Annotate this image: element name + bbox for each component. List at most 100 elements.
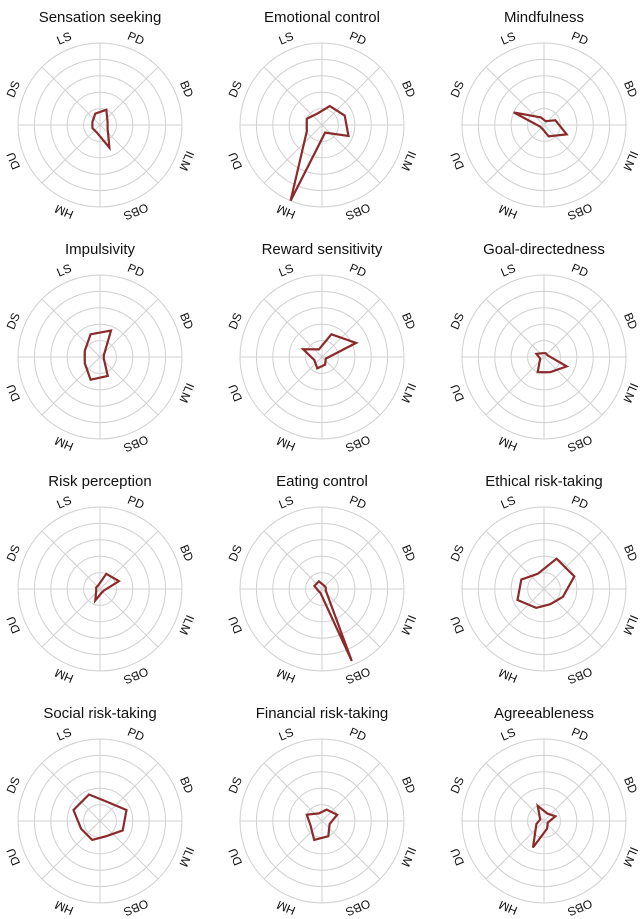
axis-label: HM xyxy=(275,202,298,222)
axis-label: HM xyxy=(275,434,298,454)
grid-ring xyxy=(527,340,561,374)
spoke xyxy=(41,298,101,358)
axis-label: BD xyxy=(399,79,418,100)
grid-ring xyxy=(477,522,611,656)
axis-label: DS xyxy=(4,775,23,796)
grid-ring xyxy=(17,274,183,440)
radar-line xyxy=(83,329,113,381)
spoke xyxy=(543,66,603,126)
axis-label: OBS xyxy=(566,896,595,919)
axis-label: HM xyxy=(53,202,76,222)
radar-line xyxy=(312,579,353,662)
chart-title: Mindfulness xyxy=(504,9,584,26)
chart-title: Ethical risk-taking xyxy=(485,473,603,490)
spoke xyxy=(485,588,545,648)
spoke xyxy=(99,356,159,416)
spoke xyxy=(485,762,545,822)
grid-ring xyxy=(461,274,627,440)
axis-label: HM xyxy=(53,666,76,686)
axis-label: PD xyxy=(126,29,147,48)
axis-label: LS xyxy=(277,493,296,512)
grid-ring xyxy=(17,42,183,208)
axis-label: HM xyxy=(497,434,520,454)
axis-label: OBS xyxy=(344,896,373,919)
spoke xyxy=(543,298,603,358)
radar-line xyxy=(300,333,359,370)
grid-ring xyxy=(66,555,134,623)
axis-label: DS xyxy=(448,775,467,796)
radar-line xyxy=(531,803,558,849)
axis-label: ILM xyxy=(176,381,197,405)
axis-label: HM xyxy=(497,666,520,686)
spoke xyxy=(41,66,101,126)
grid-ring xyxy=(305,340,339,374)
grid-ring xyxy=(239,738,405,904)
axis-label: LS xyxy=(55,261,74,280)
spoke xyxy=(41,124,101,184)
spoke xyxy=(263,820,323,880)
grid-ring xyxy=(255,290,389,424)
axis-label: OBS xyxy=(566,200,595,223)
axis-label: DU xyxy=(448,382,468,403)
grid-ring xyxy=(527,804,561,838)
radar-chart: Financial risk-taking PD BD ILM OBS HM DU DS LS xyxy=(226,705,419,919)
grid-ring xyxy=(33,754,167,888)
grid-ring xyxy=(239,506,405,672)
axis-label: HM xyxy=(497,898,520,918)
axis-label: ILM xyxy=(176,149,197,173)
grid-ring xyxy=(305,572,339,606)
grid-ring xyxy=(50,771,150,871)
spoke xyxy=(485,298,545,358)
grid-ring xyxy=(17,738,183,904)
axis-label: LS xyxy=(277,725,296,744)
axis-label: ILM xyxy=(176,613,197,637)
grid-ring xyxy=(50,307,150,407)
radar-line xyxy=(305,808,339,842)
axis-label: HM xyxy=(275,666,298,686)
grid-ring xyxy=(239,42,405,208)
chart-title: Risk perception xyxy=(48,473,151,490)
spoke xyxy=(543,762,603,822)
grid-ring xyxy=(272,771,372,871)
axis-label: ILM xyxy=(620,613,641,637)
radar-chart: Goal-directedness PD BD ILM OBS HM DU DS LS xyxy=(448,241,641,455)
axis-label: OBS xyxy=(344,432,373,455)
radar-chart: Mindfulness PD BD ILM OBS HM DU DS LS xyxy=(448,9,641,223)
radar-chart: Risk perception PD BD ILM OBS HM DU DS LS xyxy=(4,473,197,687)
axis-label: DS xyxy=(226,543,245,564)
spoke xyxy=(321,356,381,416)
spoke xyxy=(263,530,323,590)
spoke xyxy=(321,298,381,358)
axis-label: ILM xyxy=(398,845,419,869)
grid-ring xyxy=(33,58,167,192)
chart-title: Eating control xyxy=(276,473,368,490)
spoke xyxy=(485,124,545,184)
axis-label: LS xyxy=(499,725,518,744)
axis-label: DU xyxy=(448,846,468,867)
grid-ring xyxy=(83,108,117,142)
spoke xyxy=(485,530,545,590)
axis-label: LS xyxy=(499,261,518,280)
axis-label: ILM xyxy=(398,149,419,173)
axis-label: DS xyxy=(448,79,467,100)
grid-ring xyxy=(66,91,134,159)
radar-chart: Social risk-taking PD BD ILM OBS HM DU DS LS xyxy=(4,705,197,919)
spoke xyxy=(543,356,603,416)
grid-ring xyxy=(477,290,611,424)
axis-label: BD xyxy=(399,775,418,796)
grid-ring xyxy=(272,307,372,407)
axis-label: BD xyxy=(177,543,196,564)
axis-label: OBS xyxy=(122,896,151,919)
axis-label: PD xyxy=(348,493,369,512)
spoke xyxy=(99,530,159,590)
axis-label: OBS xyxy=(344,200,373,223)
spoke xyxy=(99,762,159,822)
axis-label: ILM xyxy=(398,613,419,637)
spoke xyxy=(99,820,159,880)
spoke xyxy=(99,124,159,184)
axis-label: DS xyxy=(226,775,245,796)
axis-label: OBS xyxy=(122,200,151,223)
spoke xyxy=(543,530,603,590)
radar-line xyxy=(534,352,570,374)
